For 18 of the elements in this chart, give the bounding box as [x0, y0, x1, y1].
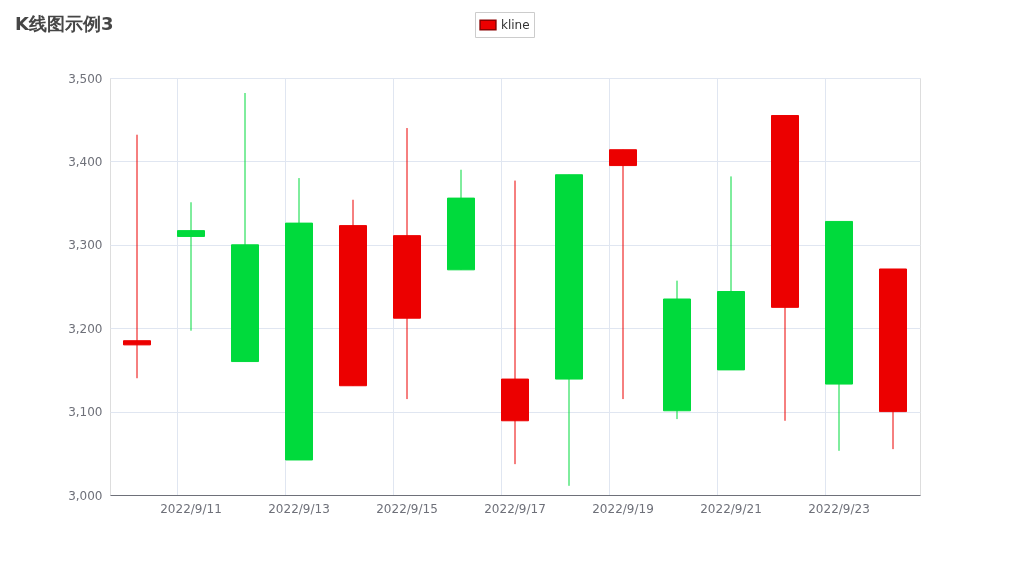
x-tick-label: 2022/9/15	[376, 501, 438, 516]
x-tick-label: 2022/9/11	[160, 501, 222, 516]
candlestick	[123, 134, 151, 379]
y-tick-label: 3,200	[68, 321, 103, 336]
x-tick-label: 2022/9/17	[484, 501, 546, 516]
candlestick	[609, 149, 637, 400]
x-tick-label: 2022/9/13	[268, 501, 330, 516]
y-tick-label: 3,100	[68, 405, 103, 420]
y-tick-label: 3,400	[68, 154, 103, 169]
y-tick-label: 3,000	[68, 488, 103, 503]
x-tick-label: 2022/9/21	[700, 501, 762, 516]
x-tick-label: 2022/9/19	[592, 501, 654, 516]
y-tick-label: 3,300	[68, 238, 103, 253]
y-tick-label: 3,500	[68, 71, 103, 86]
chart-title: K线图示例3	[15, 13, 114, 34]
x-tick-label: 2022/9/23	[808, 501, 870, 516]
candlestick	[177, 201, 205, 332]
legend-label: kline	[501, 18, 530, 32]
